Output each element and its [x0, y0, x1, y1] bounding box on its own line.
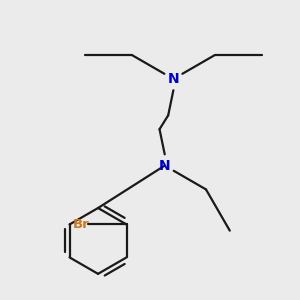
Text: N: N [159, 159, 170, 172]
Text: Br: Br [73, 218, 90, 231]
Text: N: N [168, 72, 179, 86]
